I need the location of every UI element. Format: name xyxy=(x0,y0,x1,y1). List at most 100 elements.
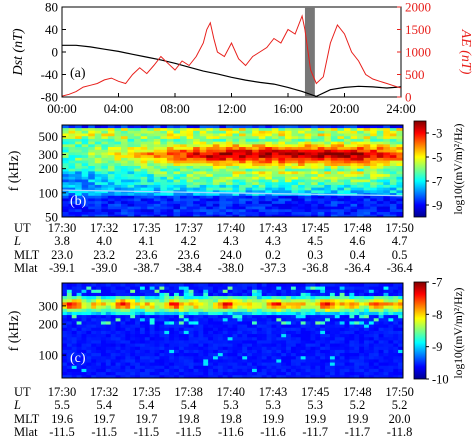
spectrogram-cell xyxy=(203,343,209,347)
spectrogram-cell xyxy=(368,311,375,316)
spectrogram-cell xyxy=(281,283,287,287)
spectrogram-cell xyxy=(271,292,277,297)
spectrogram-cell xyxy=(149,317,155,322)
spectrogram-cell xyxy=(317,133,325,137)
spectrogram-cell xyxy=(160,184,168,188)
spectrogram-cell xyxy=(388,289,394,293)
spectrogram-cell xyxy=(251,327,258,331)
spectrogram-cell xyxy=(368,286,375,290)
spectrogram-cell xyxy=(75,125,83,129)
spectrogram-cell xyxy=(66,374,73,378)
ephemeris-cell: -11.5 xyxy=(49,424,75,439)
spectrogram-cell xyxy=(121,208,128,212)
spectrogram-cell xyxy=(164,340,170,344)
ephemeris-cell: 4.3 xyxy=(222,234,239,249)
spectrogram-cell xyxy=(295,286,302,290)
spectrogram-cell xyxy=(278,168,286,172)
spectrogram-cell xyxy=(317,214,325,217)
spectrogram-cell xyxy=(271,195,279,199)
spectrogram-cell xyxy=(144,292,151,297)
spectrogram-cell xyxy=(396,154,403,158)
spectrogram-cell xyxy=(173,138,181,142)
dst-tick-label: -40 xyxy=(41,67,58,82)
spectrogram-cell xyxy=(357,184,365,188)
spectrogram-cell xyxy=(388,321,394,325)
spectrogram-cell xyxy=(232,171,240,175)
spectrogram-cell xyxy=(66,336,73,341)
spectrogram-cell xyxy=(101,152,109,156)
spectrogram-cell xyxy=(339,302,345,306)
spectrogram-cell xyxy=(86,283,92,287)
spectrogram-cell xyxy=(114,157,122,161)
spectrogram-cell xyxy=(232,352,238,357)
colorbar-tick-label: -5 xyxy=(432,151,442,165)
spectrogram-cell xyxy=(166,203,174,207)
spectrogram-cell xyxy=(383,349,389,354)
spectrogram-cell xyxy=(311,141,319,145)
spectrogram-cell xyxy=(239,171,247,175)
spectrogram-cell xyxy=(139,289,146,293)
spectrogram-cell xyxy=(242,371,248,376)
spectrogram-cell xyxy=(295,317,302,322)
spectrogram-cell xyxy=(266,352,272,357)
spectrogram-cell xyxy=(198,308,204,312)
spectrogram-cell xyxy=(183,324,190,328)
spectrogram-cell xyxy=(183,343,190,347)
spectrogram-cell xyxy=(364,321,370,325)
spectrogram-cell xyxy=(88,143,96,148)
spectrogram-cell xyxy=(139,305,146,309)
spectrogram-cell xyxy=(389,157,397,161)
spectrogram-cell xyxy=(88,154,96,158)
spectrogram-cell xyxy=(252,157,260,161)
spectrogram-cell xyxy=(311,165,319,169)
frequency-tick-label: 300 xyxy=(39,147,59,162)
spectrogram-cell xyxy=(88,157,96,161)
spectrogram-cell xyxy=(94,157,102,161)
spectrogram-cell xyxy=(398,333,403,338)
spectrogram-cell xyxy=(125,346,131,350)
spectrogram-cell xyxy=(261,355,267,360)
spectrogram-cell xyxy=(376,187,384,191)
spectrogram-cell xyxy=(370,141,378,145)
spectrogram-cell xyxy=(252,184,260,188)
spectrogram-cell xyxy=(96,346,102,350)
spectrogram-cell xyxy=(232,289,238,293)
spectrogram-cell xyxy=(68,133,76,137)
spectrogram-cell xyxy=(286,349,292,354)
spectrogram-cell xyxy=(140,203,148,207)
spectrogram-cell xyxy=(219,160,227,164)
spectrogram-cell xyxy=(135,336,141,341)
spectrogram-cell xyxy=(144,321,151,325)
spectrogram-cell xyxy=(66,359,73,363)
spectrogram-cell xyxy=(343,143,351,148)
spectrogram-cell xyxy=(295,324,302,328)
spectrogram-cell xyxy=(324,206,332,210)
spectrogram-cell xyxy=(291,157,299,161)
spectrogram-cell xyxy=(66,330,73,335)
spectrogram-cell xyxy=(164,362,170,366)
spectrogram-cell xyxy=(206,165,214,169)
spectrogram-cell xyxy=(71,340,78,344)
spectrogram-cell xyxy=(159,336,165,341)
spectrogram-cell xyxy=(225,138,233,142)
spectrogram-cell xyxy=(295,311,302,316)
spectrogram-cell xyxy=(225,135,233,139)
spectrogram-cell xyxy=(252,154,260,158)
spectrogram-cell xyxy=(86,298,92,303)
spectrogram-cell xyxy=(193,314,199,319)
spectrogram-cell xyxy=(212,200,220,204)
spectrogram-cell xyxy=(337,214,345,217)
spectrogram-cell xyxy=(343,184,351,188)
spectrogram-cell xyxy=(251,336,258,341)
spectrogram-cell xyxy=(284,176,292,180)
spectrogram-cell xyxy=(144,305,151,309)
spectrogram-cell xyxy=(232,195,240,199)
spectrogram-cell xyxy=(193,149,201,153)
spectrogram-cell xyxy=(329,305,336,309)
spectrogram-cell xyxy=(62,336,68,341)
spectrogram-cell xyxy=(315,302,321,306)
spectrogram-cell xyxy=(193,295,199,300)
spectrogram-cell xyxy=(315,355,321,360)
spectrogram-cell xyxy=(339,311,345,316)
